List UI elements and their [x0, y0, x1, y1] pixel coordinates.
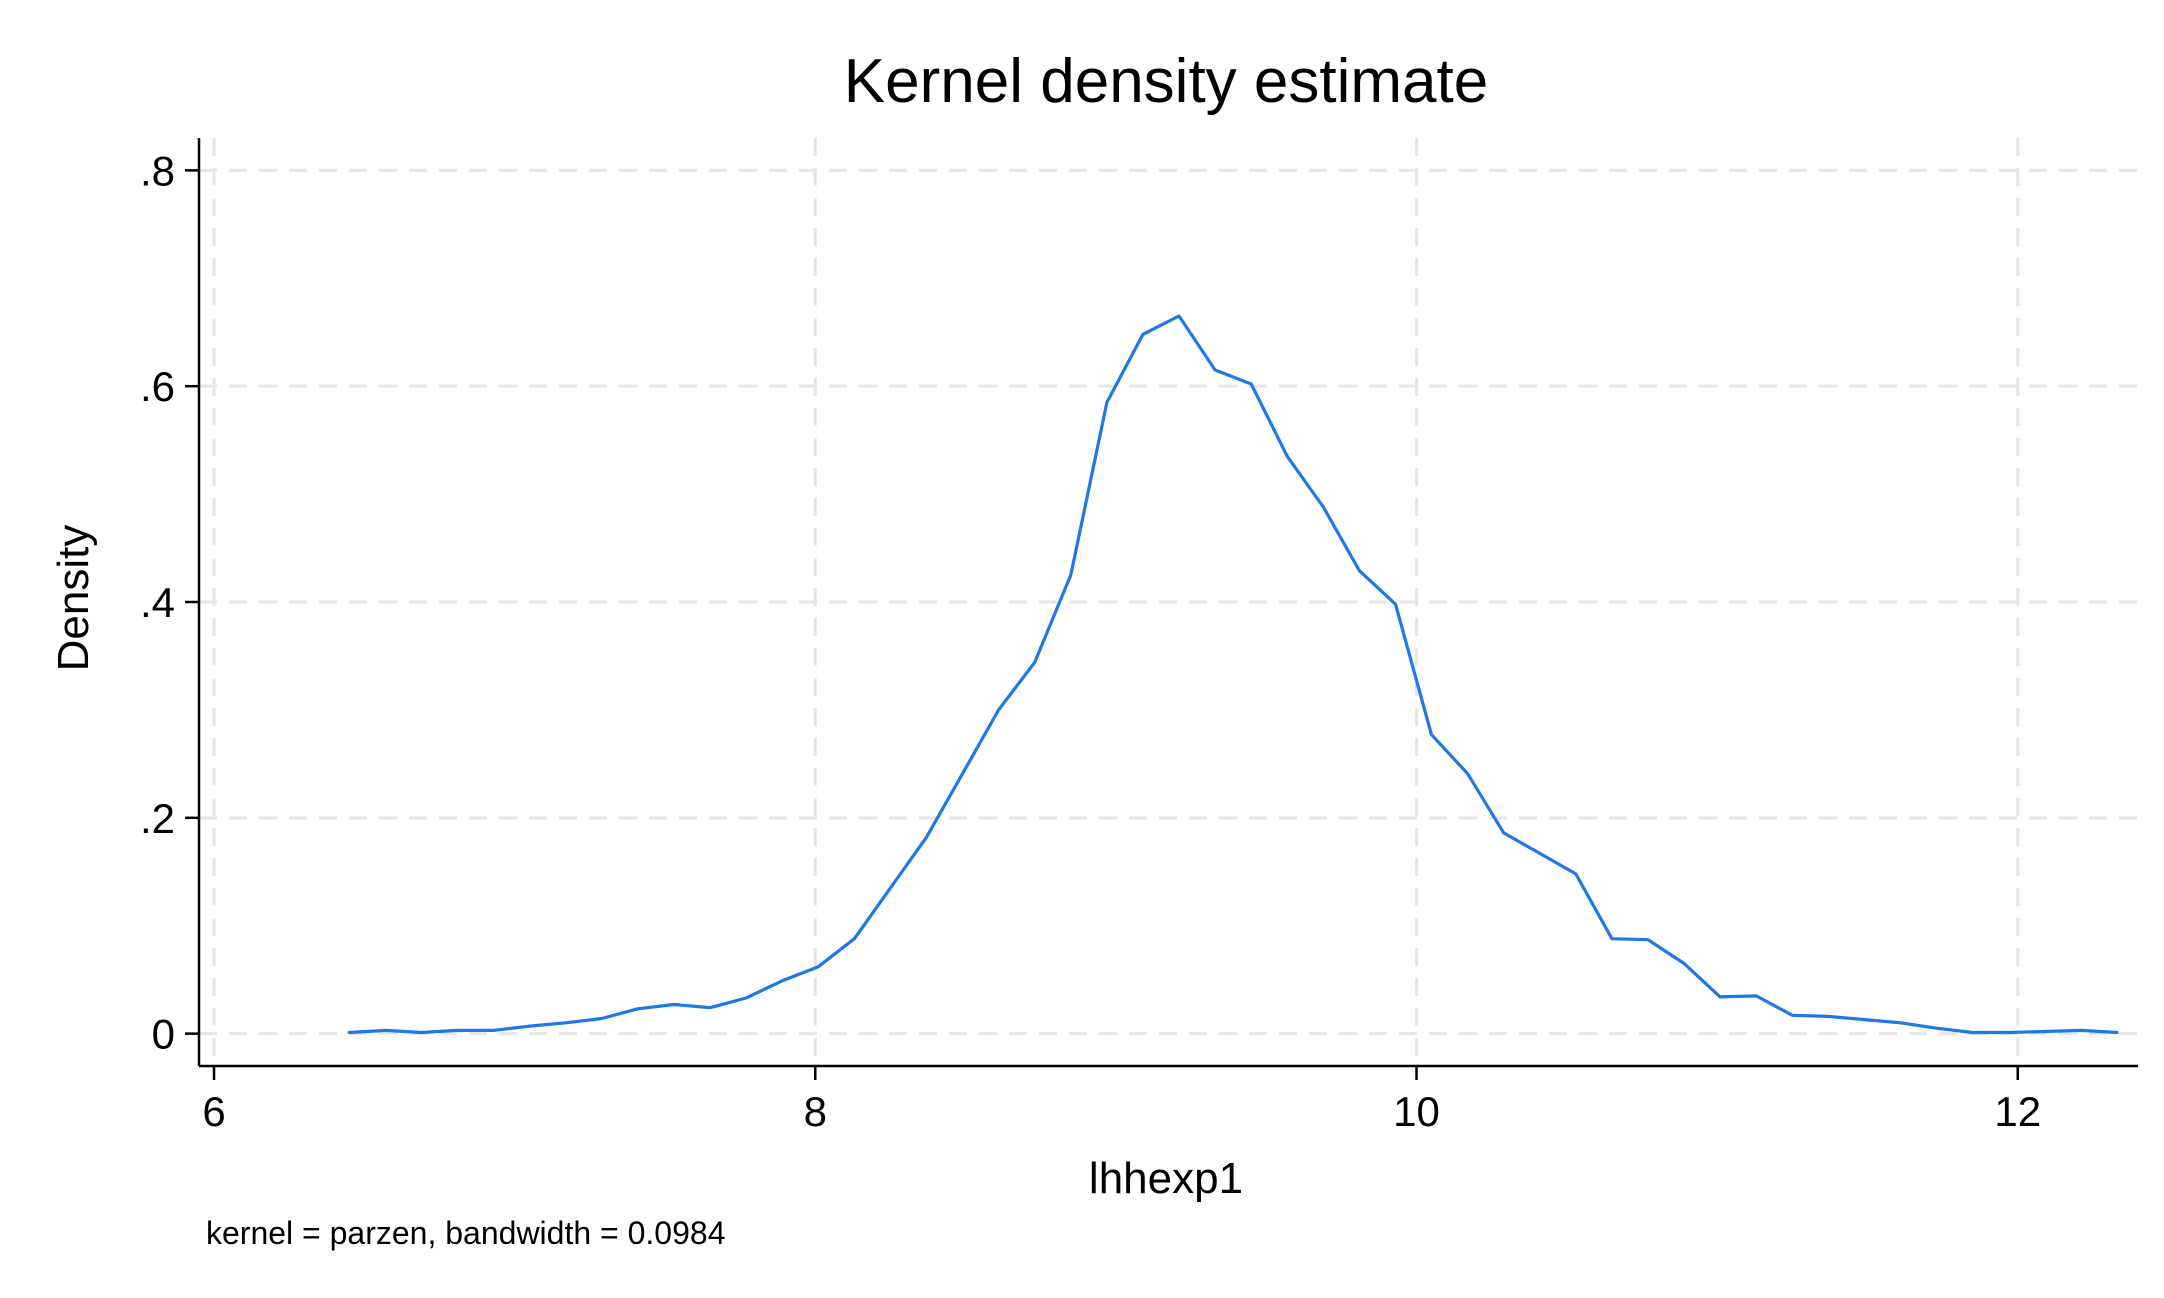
density-line — [347, 314, 2119, 1035]
y-tick-label: .6 — [140, 363, 175, 410]
x-tick-label: 8 — [804, 1088, 827, 1135]
y-tick-label: .2 — [140, 795, 175, 842]
axes: 0 .2 .4 .6 .8 6 8 10 12 — [140, 138, 2138, 1135]
y-tick-label: 0 — [152, 1011, 175, 1058]
x-tick-label: 6 — [202, 1088, 225, 1135]
grid-lines — [199, 138, 2138, 1066]
y-tick-label: .4 — [140, 579, 175, 626]
chart-note: kernel = parzen, bandwidth = 0.0984 — [206, 1215, 725, 1251]
x-tick-label: 10 — [1393, 1088, 1440, 1135]
y-tick-label: .8 — [140, 147, 175, 194]
y-axis-label: Density — [49, 525, 98, 672]
x-axis-label: lhhexp1 — [1089, 1154, 1243, 1203]
chart-title: Kernel density estimate — [844, 47, 1488, 116]
x-tick-label: 12 — [1994, 1088, 2041, 1135]
